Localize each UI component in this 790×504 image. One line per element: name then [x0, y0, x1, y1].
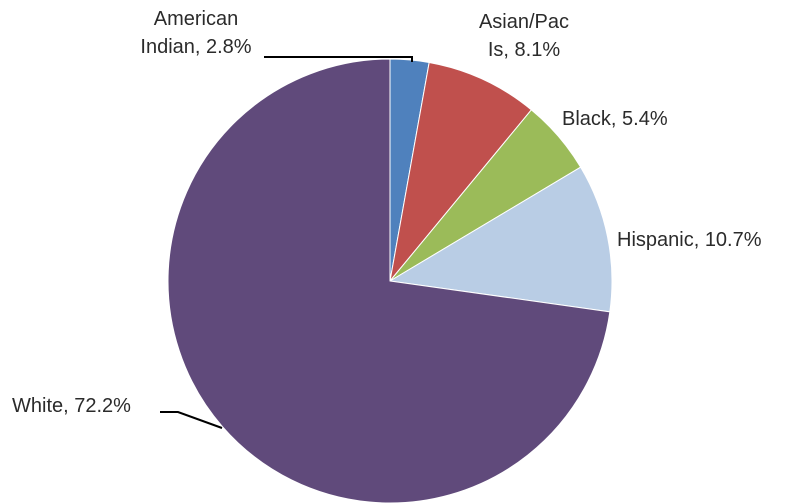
slice-asian-pac-is: [389, 61, 533, 283]
label-line: Indian, 2.8%: [140, 36, 251, 58]
slice-white: [167, 58, 611, 504]
pie-slices: [167, 58, 613, 504]
leader-lines: [160, 56, 413, 429]
label-hispanic: Hispanic, 10.7%: [617, 229, 762, 251]
leader-white: [160, 411, 223, 429]
label-white: White, 72.2%: [12, 395, 131, 417]
label-line: Hispanic, 10.7%: [617, 229, 762, 251]
label-american-indian: American Indian, 2.8%: [140, 8, 251, 58]
label-line: Black, 5.4%: [562, 108, 668, 130]
slice-hispanic: [388, 166, 613, 313]
leader-american-indian: [264, 56, 413, 62]
label-black: Black, 5.4%: [562, 108, 668, 130]
label-line: American: [154, 8, 238, 30]
label-line: Asian/Pac: [479, 11, 569, 33]
label-line: White, 72.2%: [12, 395, 131, 417]
label-asian-pac-is: Asian/Pac Is, 8.1%: [479, 11, 569, 61]
slice-labels: American Indian, 2.8% Asian/Pac Is, 8.1% Bla…: [12, 8, 762, 417]
label-line: Is, 8.1%: [488, 39, 560, 61]
